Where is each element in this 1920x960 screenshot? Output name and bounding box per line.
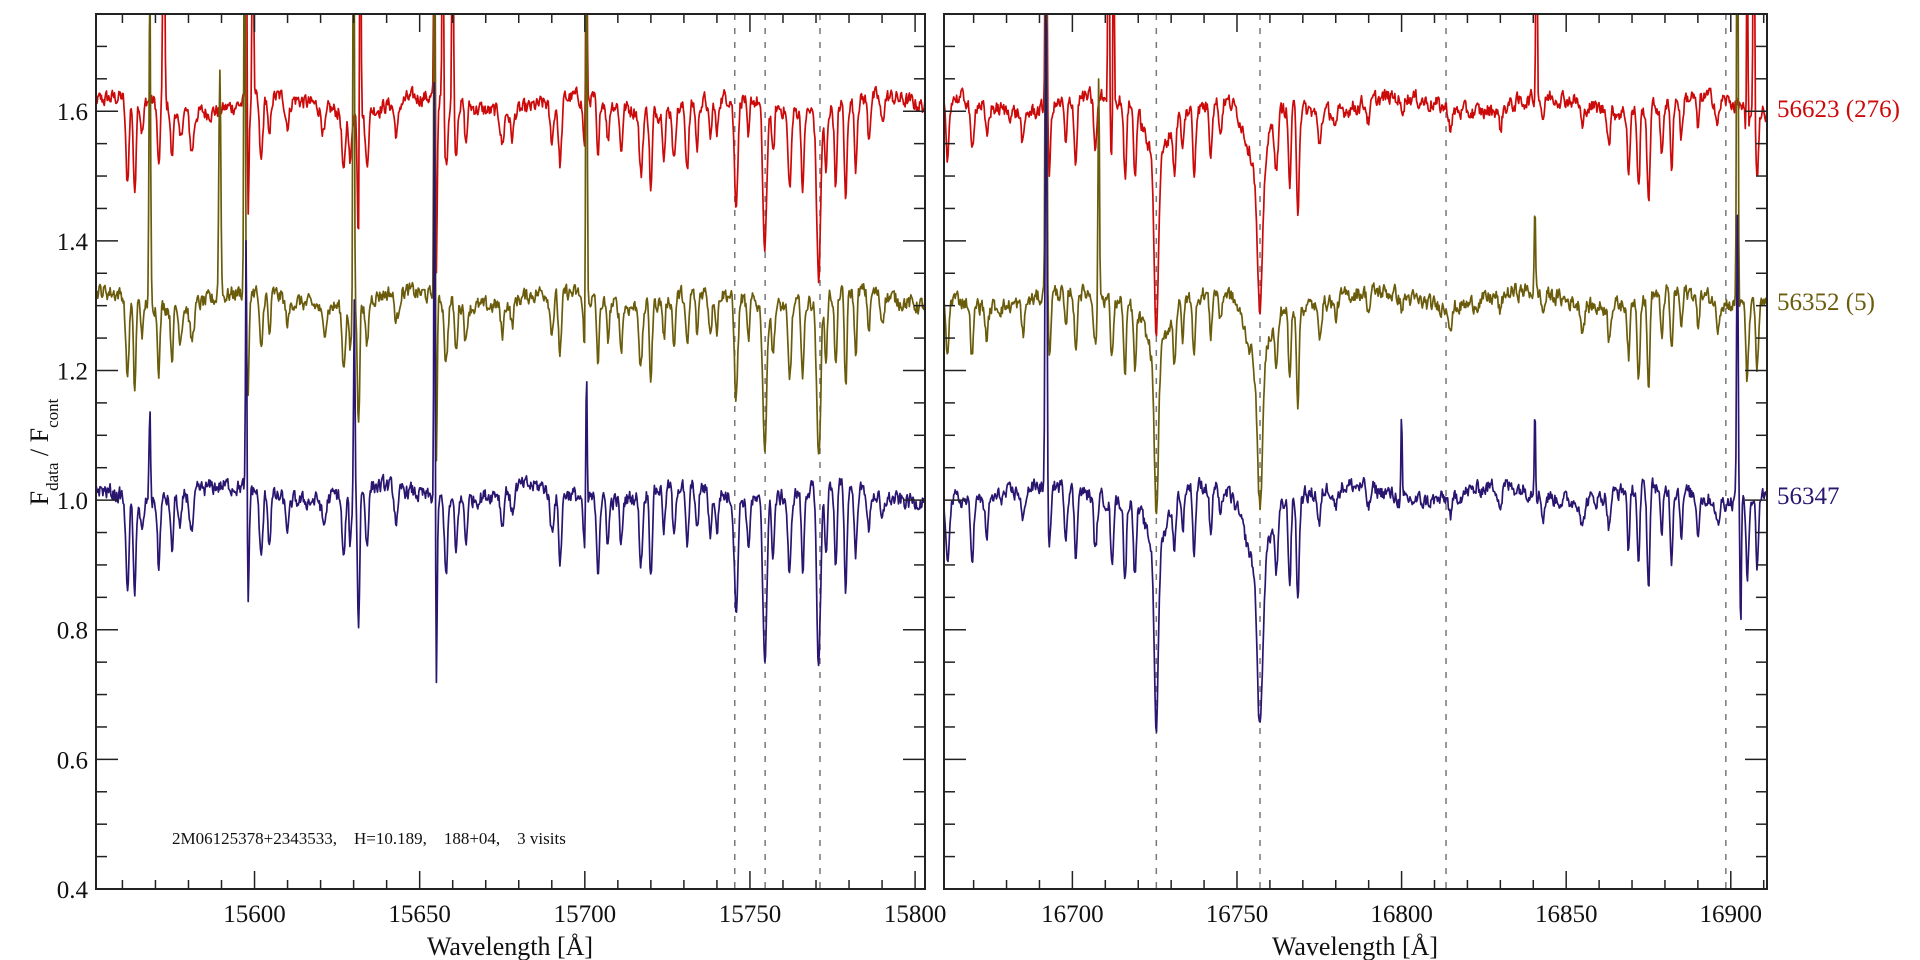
y-tick-label: 0.8 bbox=[57, 618, 88, 645]
x-tick-label: 16800 bbox=[1370, 901, 1433, 928]
series-label-0: 56623 (276) bbox=[1777, 96, 1900, 123]
x-axis-title-left: Wavelength [Å] bbox=[427, 932, 593, 960]
spectra-group bbox=[944, 14, 1767, 733]
spectrum-0-right bbox=[944, 14, 1767, 337]
x-tick-label: 15700 bbox=[554, 901, 617, 928]
spectra-group bbox=[96, 14, 925, 684]
plot-frame bbox=[943, 13, 1768, 890]
y-tick-label: 1.6 bbox=[57, 99, 88, 126]
spectrum-2-right bbox=[944, 14, 1767, 733]
x-tick-label: 16700 bbox=[1041, 901, 1104, 928]
series-label-1: 56352 (5) bbox=[1777, 289, 1875, 316]
star-annotation: 2M06125378+2343533, H=10.189, 188+04, 3 … bbox=[172, 829, 566, 848]
y-tick-label: 0.6 bbox=[57, 747, 88, 774]
y-tick-label: 1.4 bbox=[57, 229, 89, 256]
plot-frame bbox=[95, 13, 926, 890]
x-tick-label: 16900 bbox=[1700, 901, 1763, 928]
y-tick-label: 0.4 bbox=[57, 877, 89, 904]
x-tick-label: 15800 bbox=[884, 901, 947, 928]
x-tick-label: 16850 bbox=[1535, 901, 1598, 928]
spectrum-0-left bbox=[96, 14, 925, 284]
y-axis-title: Fdata / Fcont bbox=[25, 398, 62, 505]
right-panel: 16700 16750 16800 16850 16900 bbox=[943, 13, 1768, 928]
left-panel: 15600 15650 15700 15750 15800 0.4 0.6 0.8 1.0 1.2… bbox=[57, 13, 947, 928]
y-tick-label: 1.0 bbox=[57, 488, 88, 515]
spectrum-1-left bbox=[96, 14, 925, 462]
x-tick-label: 15750 bbox=[719, 901, 782, 928]
x-tick-label: 16750 bbox=[1206, 901, 1269, 928]
x-tick-label: 15600 bbox=[223, 901, 286, 928]
x-tick-label: 15650 bbox=[388, 901, 451, 928]
y-tick-label: 1.2 bbox=[57, 358, 88, 385]
x-axis-title-right: Wavelength [Å] bbox=[1272, 932, 1438, 960]
spectrum-1-right bbox=[944, 14, 1767, 515]
series-label-2: 56347 bbox=[1777, 483, 1840, 510]
spectrum-2-left bbox=[96, 82, 925, 684]
